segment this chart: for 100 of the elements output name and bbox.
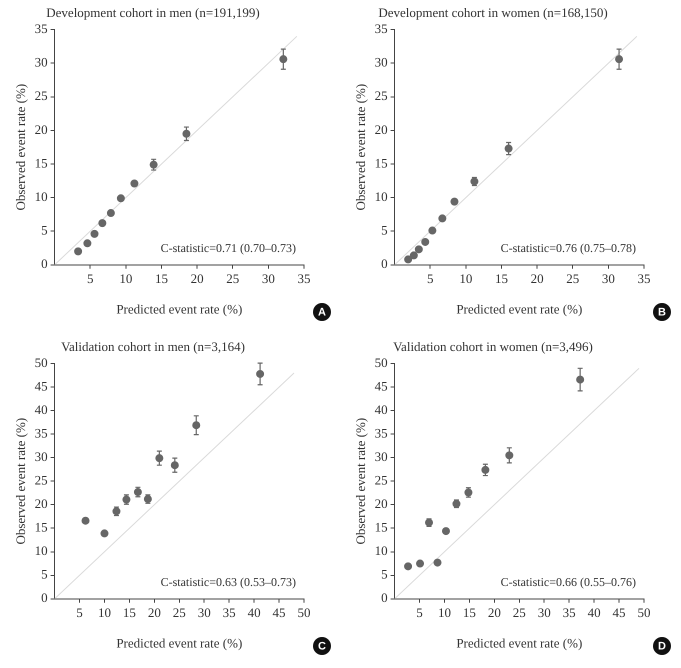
point — [442, 527, 450, 536]
y-tick-label: 0 — [381, 590, 388, 606]
y-axis-title: Observed event rate (%) — [353, 418, 368, 545]
x-tick-label: 5 — [86, 271, 94, 286]
y-tick-label: 45 — [34, 378, 48, 394]
chart-title: Development cohort in men (n=191,199) — [46, 5, 260, 20]
y-tick-label: 40 — [374, 402, 388, 418]
y-tick-label: 20 — [374, 496, 388, 512]
y-tick-label: 0 — [41, 256, 48, 272]
point — [82, 516, 90, 525]
x-axis-title: Predicted event rate (%) — [116, 636, 242, 651]
x-tick-label: 30 — [538, 605, 551, 620]
point — [450, 198, 458, 206]
y-tick-label: 35 — [34, 426, 48, 441]
y-tick-label: 10 — [374, 189, 388, 204]
x-tick-label: 10 — [438, 605, 451, 620]
y-tick-label: 50 — [374, 355, 388, 370]
text: C — [318, 640, 326, 653]
y-tick-label: 15 — [374, 155, 388, 170]
point — [410, 251, 418, 260]
x-tick-label: 15 — [462, 605, 476, 620]
x-axis-title: Predicted event rate (%) — [116, 302, 242, 317]
y-tick-label: 30 — [374, 54, 388, 70]
y-tick-label: 20 — [34, 496, 48, 512]
text: D — [658, 640, 666, 653]
y-tick-label: 45 — [374, 378, 388, 394]
x-tick-label: 15 — [154, 271, 168, 286]
x-tick-label: 5 — [416, 605, 423, 620]
y-tick-label: 20 — [34, 122, 48, 137]
chart-title: Development cohort in women (n=168,150) — [378, 5, 608, 20]
x-tick-label: 15 — [122, 605, 136, 620]
x-tick-label: 25 — [226, 271, 240, 286]
chart-title: Validation cohort in men (n=3,164) — [61, 339, 245, 354]
y-tick-label: 10 — [34, 189, 48, 204]
point — [428, 226, 436, 235]
y-tick-label: 5 — [41, 222, 48, 238]
x-tick-label: 5 — [426, 271, 434, 286]
point — [90, 230, 99, 238]
x-tick-label: 25 — [566, 271, 580, 286]
annotation: C-statistic=0.76 (0.75–0.78) — [500, 240, 636, 255]
y-tick-label: 35 — [374, 21, 388, 36]
y-axis-title: Observed event rate (%) — [353, 84, 368, 211]
x-tick-label: 5 — [76, 605, 83, 620]
point — [404, 255, 412, 264]
y-tick-label: 40 — [34, 402, 48, 418]
point — [404, 562, 412, 570]
point — [130, 179, 138, 188]
x-tick-label: 45 — [612, 605, 626, 620]
y-tick-label: 0 — [381, 256, 388, 272]
annotation: C-statistic=0.63 (0.53–0.73) — [160, 574, 296, 589]
point — [74, 247, 82, 256]
x-tick-label: 10 — [98, 605, 111, 620]
x-tick-label: 25 — [512, 605, 526, 620]
y-tick-label: 25 — [34, 88, 48, 104]
annotation: C-statistic=0.71 (0.70–0.73) — [160, 240, 296, 255]
y-tick-label: 5 — [381, 222, 388, 238]
y-tick-label: 25 — [34, 472, 48, 488]
x-tick-label: 50 — [638, 605, 650, 620]
point — [98, 219, 106, 228]
y-tick-label: 15 — [34, 520, 48, 535]
point — [83, 239, 92, 248]
x-tick-label: 20 — [488, 605, 501, 620]
x-tick-label: 35 — [298, 271, 310, 286]
y-tick-label: 30 — [34, 54, 48, 70]
y-tick-label: 30 — [34, 449, 48, 464]
x-axis-title: Predicted event rate (%) — [456, 302, 582, 317]
y-tick-label: 30 — [374, 449, 388, 464]
x-tick-label: 30 — [602, 271, 615, 286]
point — [416, 560, 424, 568]
text: A — [318, 306, 326, 319]
y-tick-label: 25 — [374, 88, 388, 104]
point — [414, 245, 423, 254]
point — [421, 238, 430, 246]
y-tick-label: 15 — [34, 155, 48, 170]
annotation: C-statistic=0.66 (0.55–0.76) — [500, 574, 636, 589]
point — [116, 194, 125, 202]
x-axis-title: Predicted event rate (%) — [456, 636, 582, 651]
point — [438, 214, 446, 222]
x-tick-label: 30 — [198, 605, 211, 620]
y-tick-label: 50 — [34, 355, 48, 370]
x-tick-label: 35 — [222, 605, 236, 620]
x-tick-label: 40 — [248, 605, 261, 620]
y-tick-label: 20 — [374, 122, 388, 137]
x-tick-label: 30 — [262, 271, 275, 286]
y-tick-label: 5 — [41, 566, 48, 582]
y-axis-title: Observed event rate (%) — [13, 418, 28, 545]
y-tick-label: 35 — [34, 21, 48, 36]
x-tick-label: 20 — [148, 605, 161, 620]
x-tick-label: 10 — [119, 271, 132, 286]
x-tick-label: 25 — [172, 605, 186, 620]
x-tick-label: 40 — [588, 605, 601, 620]
x-tick-label: 20 — [530, 271, 544, 286]
point — [106, 209, 115, 218]
y-tick-label: 15 — [374, 520, 388, 535]
x-tick-label: 35 — [638, 271, 650, 286]
point — [433, 558, 442, 567]
y-tick-label: 5 — [381, 566, 388, 582]
x-tick-label: 15 — [494, 271, 508, 286]
y-tick-label: 35 — [374, 426, 388, 441]
chart-title: Validation cohort in women (n=3,496) — [393, 339, 593, 354]
